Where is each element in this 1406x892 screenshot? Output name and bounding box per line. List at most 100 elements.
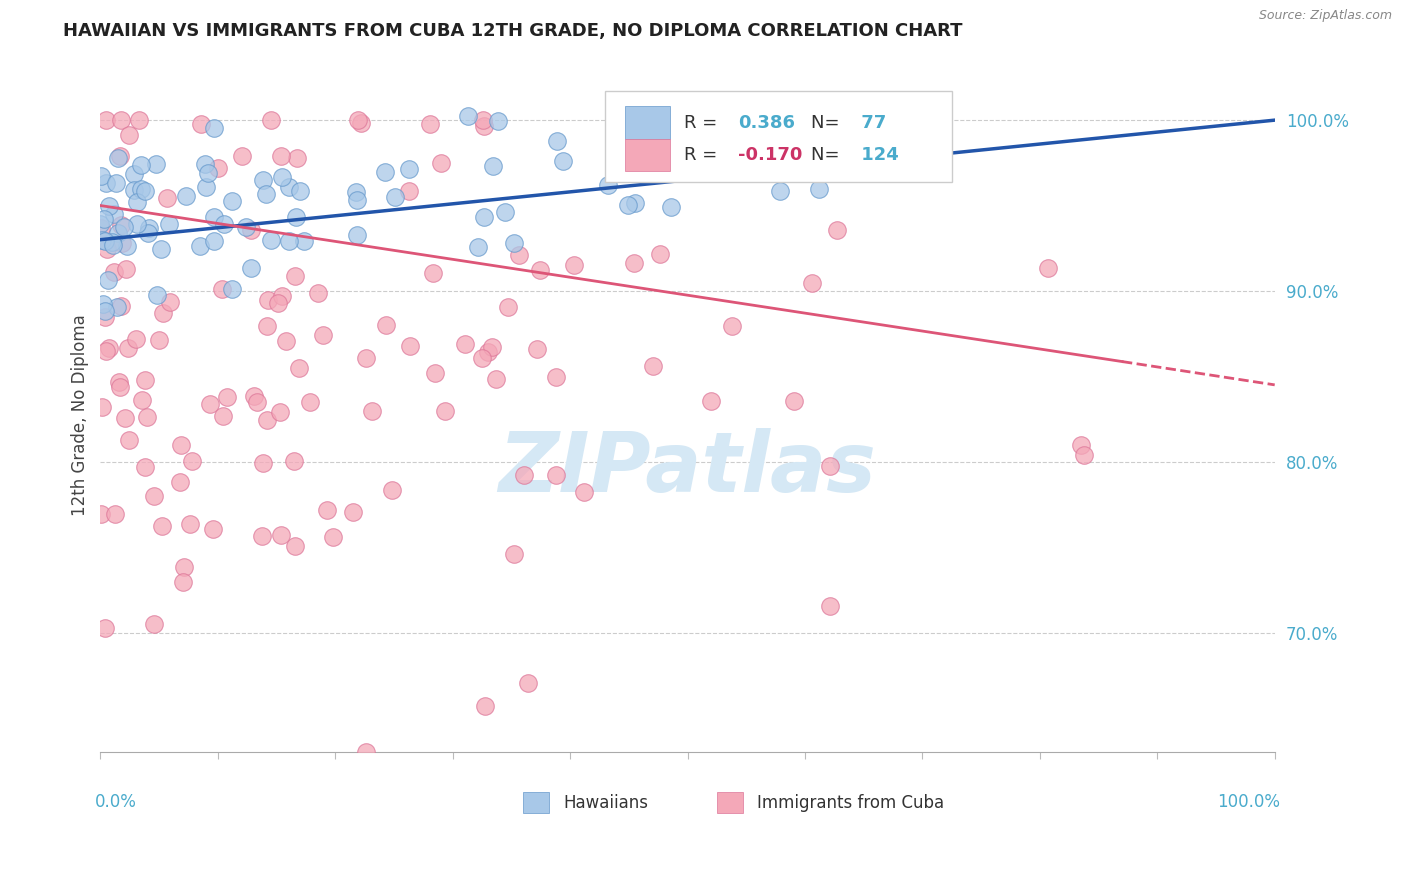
Text: 100.0%: 100.0%: [1218, 792, 1281, 811]
Point: [307, 286, 329, 301]
Point: [127, 195, 149, 210]
Point: [572, 485, 595, 500]
FancyBboxPatch shape: [626, 139, 669, 171]
Text: 0.0%: 0.0%: [94, 792, 136, 811]
Point: [544, 370, 567, 384]
Point: [211, 409, 233, 424]
Point: [134, 373, 156, 387]
Point: [513, 467, 536, 482]
Point: [93, 211, 115, 226]
Point: [173, 560, 195, 574]
Point: [97, 273, 120, 287]
Point: [179, 516, 201, 531]
Point: [252, 456, 274, 470]
Point: [250, 529, 273, 543]
Point: [485, 372, 508, 386]
Point: [170, 438, 193, 452]
Point: [721, 318, 744, 333]
Point: [197, 166, 219, 180]
Point: [270, 528, 292, 542]
Point: [131, 158, 153, 172]
Point: [374, 164, 396, 178]
Point: [90, 233, 112, 247]
Point: [503, 547, 526, 561]
Point: [818, 458, 841, 473]
Text: 77: 77: [855, 113, 887, 132]
Point: [211, 282, 233, 296]
Point: [284, 539, 307, 553]
Text: R =: R =: [683, 146, 723, 164]
Point: [131, 392, 153, 407]
Point: [202, 234, 225, 248]
Point: [346, 227, 368, 242]
Point: [269, 405, 291, 419]
Point: [231, 149, 253, 163]
Point: [529, 263, 551, 277]
Point: [246, 395, 269, 409]
Point: [110, 299, 132, 313]
Point: [697, 122, 720, 136]
Text: N=: N=: [811, 146, 845, 164]
FancyBboxPatch shape: [717, 792, 742, 814]
Point: [96, 176, 118, 190]
Point: [110, 149, 132, 163]
Point: [96, 113, 118, 128]
Point: [91, 297, 114, 311]
Point: [112, 219, 135, 234]
Point: [202, 211, 225, 225]
Text: 124: 124: [855, 146, 900, 164]
FancyBboxPatch shape: [606, 91, 952, 182]
Point: [122, 168, 145, 182]
Point: [801, 276, 824, 290]
Point: [346, 194, 368, 208]
Point: [145, 157, 167, 171]
Point: [277, 235, 299, 249]
Point: [107, 376, 129, 390]
Point: [194, 156, 217, 170]
Point: [342, 505, 364, 519]
Point: [117, 341, 139, 355]
Point: [474, 698, 496, 713]
Point: [118, 128, 141, 142]
Point: [434, 404, 457, 418]
Point: [138, 220, 160, 235]
Text: 0.386: 0.386: [738, 113, 794, 132]
Point: [422, 266, 444, 280]
Point: [880, 132, 903, 146]
Point: [256, 413, 278, 427]
Point: [254, 186, 277, 201]
Point: [384, 190, 406, 204]
Point: [157, 217, 180, 231]
Text: -0.170: -0.170: [738, 146, 803, 164]
Point: [115, 238, 138, 252]
Point: [375, 318, 398, 333]
Point: [190, 117, 212, 131]
Y-axis label: 12th Grade, No Diploma: 12th Grade, No Diploma: [72, 314, 89, 516]
Point: [380, 483, 402, 497]
Point: [311, 328, 333, 343]
Point: [107, 226, 129, 240]
Point: [454, 336, 477, 351]
Point: [89, 218, 111, 232]
Point: [94, 344, 117, 359]
Point: [361, 404, 384, 418]
Point: [134, 460, 156, 475]
Point: [419, 117, 441, 131]
Point: [148, 333, 170, 347]
Point: [93, 234, 115, 248]
Point: [598, 178, 620, 193]
Point: [215, 390, 238, 404]
Point: [114, 411, 136, 425]
Point: [104, 176, 127, 190]
Point: [477, 345, 499, 359]
Point: [398, 162, 420, 177]
Point: [643, 359, 665, 373]
Point: [98, 341, 121, 355]
Point: [235, 219, 257, 234]
Point: [481, 341, 503, 355]
Point: [104, 507, 127, 521]
Point: [128, 113, 150, 128]
Point: [105, 300, 128, 314]
Point: [110, 380, 132, 394]
Point: [285, 211, 308, 225]
